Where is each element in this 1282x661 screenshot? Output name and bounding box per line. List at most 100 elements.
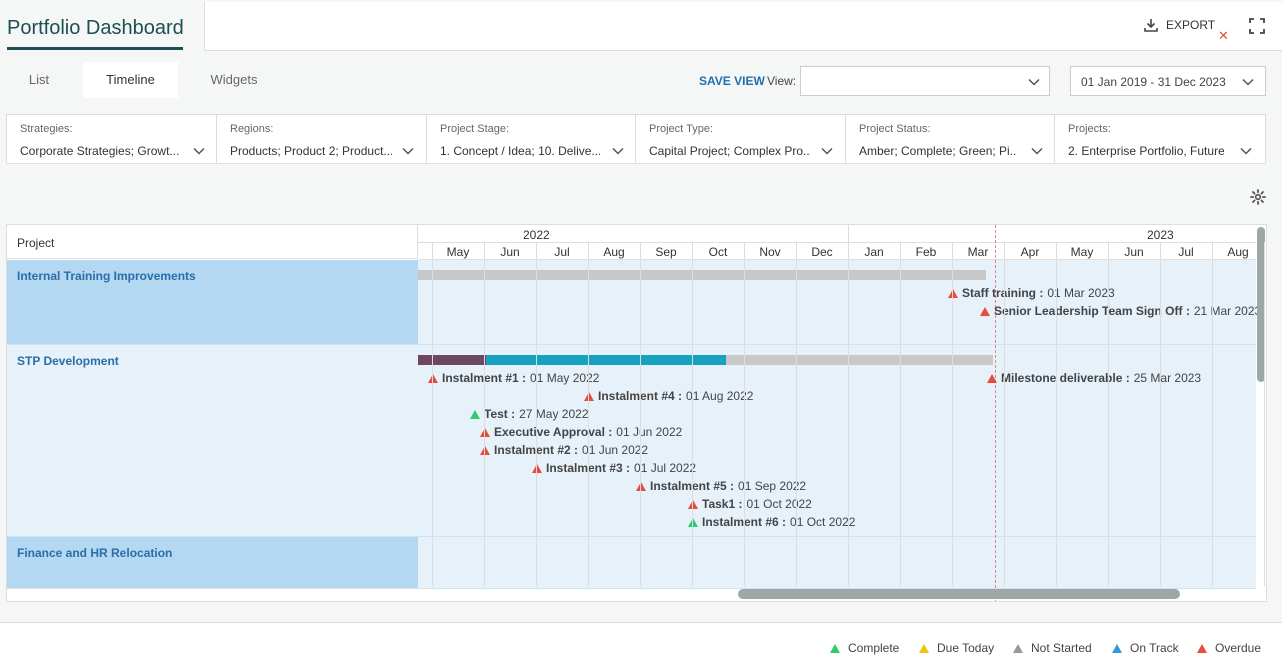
view-label: View: bbox=[767, 74, 797, 88]
milestone[interactable]: Task1 : 01 Oct 2022 bbox=[688, 497, 812, 511]
month-gridline bbox=[1004, 242, 1005, 586]
milestone[interactable]: Milestone deliverable : 25 Mar 2023 bbox=[987, 371, 1201, 385]
filter-value: Corporate Strategies; Growt... bbox=[20, 144, 180, 158]
month-gridline bbox=[588, 242, 589, 586]
project-bar[interactable] bbox=[418, 270, 986, 280]
milestone[interactable]: Instalment #2 : 01 Jun 2022 bbox=[480, 443, 648, 457]
project-bar-segment[interactable] bbox=[486, 355, 726, 365]
legend-label: Due Today bbox=[937, 641, 995, 655]
fullscreen-icon[interactable] bbox=[1249, 18, 1265, 34]
project-row[interactable]: Finance and HR Relocation bbox=[7, 537, 418, 589]
overdue-icon bbox=[987, 373, 997, 383]
filter-strategies[interactable]: Strategies: Corporate Strategies; Growt.… bbox=[7, 115, 217, 163]
title-tab: Portfolio Dashboard bbox=[0, 2, 204, 51]
milestone-name: Staff training : bbox=[962, 286, 1044, 300]
legend-item: Complete bbox=[830, 641, 899, 655]
chevron-down-icon bbox=[1028, 78, 1040, 86]
month-label: Apr bbox=[1020, 245, 1040, 259]
overdue-icon bbox=[428, 373, 438, 383]
gear-icon[interactable] bbox=[1250, 189, 1266, 205]
month-label: May bbox=[446, 245, 470, 259]
save-view-button[interactable]: SAVE VIEW bbox=[699, 74, 765, 88]
filter-project-stage[interactable]: Project Stage: 1. Concept / Idea; 10. De… bbox=[427, 115, 636, 163]
month-gridline bbox=[848, 242, 849, 586]
project-name: STP Development bbox=[17, 354, 119, 368]
title-underline bbox=[7, 47, 183, 50]
milestone-date: 01 Sep 2022 bbox=[738, 479, 807, 493]
milestone-date: 01 Oct 2022 bbox=[790, 515, 856, 529]
chevron-down-icon bbox=[1240, 147, 1252, 155]
milestone-name: Task1 : bbox=[702, 497, 743, 511]
clear-projects-icon[interactable]: ✕ bbox=[1218, 28, 1229, 43]
milestone-date: 01 Oct 2022 bbox=[746, 497, 812, 511]
legend-label: Overdue bbox=[1215, 641, 1262, 655]
overdue-icon bbox=[584, 391, 594, 401]
filter-value: Products; Product 2; Product... bbox=[230, 144, 392, 158]
project-header-label: Project bbox=[17, 236, 55, 250]
milestone-date: 01 May 2022 bbox=[530, 371, 600, 385]
month-label: Mar bbox=[967, 245, 989, 259]
month-label: Jul bbox=[1178, 245, 1194, 259]
chevron-down-icon bbox=[1242, 78, 1254, 86]
project-row[interactable]: STP Development bbox=[7, 345, 418, 537]
milestone[interactable]: Instalment #1 : 01 May 2022 bbox=[428, 371, 599, 385]
filter-project-status[interactable]: Project Status: Amber; Complete; Green; … bbox=[846, 115, 1055, 163]
header-divider bbox=[418, 242, 1256, 243]
filter-label: Project Type: bbox=[649, 123, 713, 135]
month-label: Sep bbox=[655, 245, 677, 259]
month-label: Nov bbox=[759, 245, 781, 259]
header-toolbar bbox=[204, 2, 1282, 51]
milestone[interactable]: Instalment #3 : 01 Jul 2022 bbox=[532, 461, 696, 475]
complete-icon bbox=[688, 517, 698, 527]
filter-regions[interactable]: Regions: Products; Product 2; Product... bbox=[217, 115, 427, 163]
overdue-icon bbox=[1197, 643, 1207, 653]
legend-item: Overdue bbox=[1197, 641, 1261, 655]
date-range-select[interactable]: 01 Jan 2019 - 31 Dec 2023 bbox=[1070, 66, 1266, 96]
due-today-icon bbox=[919, 643, 929, 653]
month-gridline bbox=[692, 242, 693, 586]
month-label: Aug bbox=[603, 245, 625, 259]
overdue-icon bbox=[480, 445, 490, 455]
month-gridline bbox=[484, 242, 485, 586]
filter-label: Strategies: bbox=[20, 123, 73, 135]
milestone[interactable]: Executive Approval : 01 Jun 2022 bbox=[480, 425, 682, 439]
legend-label: Not Started bbox=[1031, 641, 1092, 655]
month-gridline bbox=[1264, 242, 1265, 586]
vertical-scrollbar[interactable] bbox=[1257, 227, 1265, 382]
on-track-icon bbox=[1112, 643, 1122, 653]
project-bar-segment[interactable] bbox=[726, 355, 993, 365]
filter-value: Capital Project; Complex Pro... bbox=[649, 144, 811, 158]
header-divider bbox=[418, 259, 1256, 260]
project-row[interactable]: Internal Training Improvements bbox=[7, 260, 418, 345]
overdue-icon bbox=[980, 306, 990, 316]
milestone-date: 01 Jul 2022 bbox=[634, 461, 697, 475]
complete-icon bbox=[830, 643, 840, 653]
month-gridline bbox=[796, 242, 797, 586]
project-bar-segment[interactable] bbox=[418, 355, 486, 365]
view-select[interactable] bbox=[800, 66, 1050, 96]
milestone[interactable]: Staff training : 01 Mar 2023 bbox=[948, 286, 1115, 300]
filter-label: Project Status: bbox=[859, 123, 931, 135]
filter-projects[interactable]: Projects: 2. Enterprise Portfolio, Futur… bbox=[1055, 115, 1265, 163]
tab-timeline[interactable]: Timeline bbox=[83, 62, 178, 98]
filter-label: Projects: bbox=[1068, 123, 1111, 135]
milestone[interactable]: Senior Leadership Team Sign Off : 21 Mar… bbox=[980, 304, 1261, 318]
horizontal-scrollbar[interactable] bbox=[738, 589, 1180, 599]
header: Portfolio Dashboard EXPORT bbox=[0, 0, 1282, 51]
milestone[interactable]: Instalment #6 : 01 Oct 2022 bbox=[688, 515, 855, 529]
legend-item: Due Today bbox=[919, 641, 994, 655]
milestone-date: 01 Mar 2023 bbox=[1047, 286, 1115, 300]
legend-item: On Track bbox=[1112, 641, 1179, 655]
milestone[interactable]: Test : 27 May 2022 bbox=[470, 407, 589, 421]
milestone[interactable]: Instalment #5 : 01 Sep 2022 bbox=[636, 479, 806, 493]
filter-project-type[interactable]: Project Type: Capital Project; Complex P… bbox=[636, 115, 846, 163]
milestone-name: Senior Leadership Team Sign Off : bbox=[994, 304, 1190, 318]
export-button[interactable]: EXPORT bbox=[1144, 18, 1215, 32]
month-label: Jun bbox=[1124, 245, 1144, 259]
milestone[interactable]: Instalment #4 : 01 Aug 2022 bbox=[584, 389, 753, 403]
overdue-icon bbox=[636, 481, 646, 491]
tab-list[interactable]: List bbox=[28, 72, 50, 87]
filter-value: 2. Enterprise Portfolio, Future... bbox=[1068, 144, 1224, 158]
milestone-date: 01 Jun 2022 bbox=[582, 443, 649, 457]
tab-widgets[interactable]: Widgets bbox=[210, 72, 258, 87]
